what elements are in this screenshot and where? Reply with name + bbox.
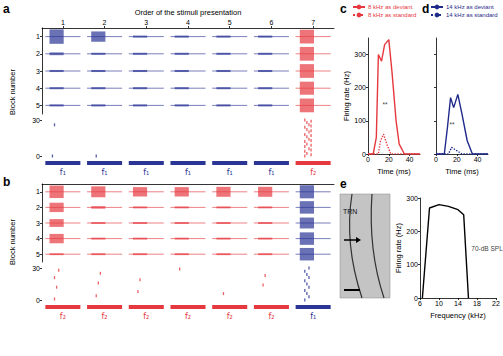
svg-text:40: 40: [406, 156, 414, 163]
svg-text:0: 0: [362, 150, 366, 158]
svg-text:b: b: [3, 175, 10, 189]
svg-text:5: 5: [36, 251, 40, 258]
svg-text:0: 0: [36, 297, 40, 304]
svg-text:2: 2: [36, 50, 40, 57]
svg-text:0: 0: [414, 294, 418, 302]
svg-text:6: 6: [418, 300, 422, 307]
svg-text:20: 20: [453, 156, 461, 163]
svg-text:100: 100: [354, 117, 366, 124]
svg-text:300: 300: [354, 51, 366, 58]
svg-text:f₁: f₁: [102, 168, 108, 177]
svg-text:3: 3: [36, 68, 40, 75]
svg-text:f₂: f₂: [310, 168, 316, 177]
svg-text:14 kHz as deviant: 14 kHz as deviant: [446, 4, 494, 10]
svg-text:Block number: Block number: [8, 219, 17, 265]
svg-text:f₁: f₁: [227, 168, 233, 177]
svg-text:f₂: f₂: [143, 312, 149, 321]
svg-text:4: 4: [186, 19, 190, 26]
svg-text:22: 22: [492, 300, 500, 307]
svg-text:1: 1: [36, 33, 40, 40]
svg-text:**: **: [449, 121, 455, 128]
svg-text:8 kHz as standard: 8 kHz as standard: [368, 12, 416, 18]
svg-text:200: 200: [354, 84, 366, 91]
svg-text:3: 3: [144, 19, 148, 26]
svg-text:f₂: f₂: [102, 312, 108, 321]
svg-text:4: 4: [36, 85, 40, 92]
svg-text:200: 200: [406, 228, 418, 235]
svg-text:20: 20: [385, 156, 393, 163]
svg-text:a: a: [3, 2, 10, 16]
svg-text:Firing rate (Hz): Firing rate (Hz): [394, 222, 403, 273]
svg-text:f₁: f₁: [310, 312, 316, 321]
svg-text:3: 3: [36, 220, 40, 227]
svg-text:1: 1: [61, 19, 65, 26]
svg-text:7: 7: [311, 19, 315, 26]
svg-text:5: 5: [36, 102, 40, 109]
svg-text:Firing rate (Hz): Firing rate (Hz): [342, 70, 351, 121]
svg-text:f₂: f₂: [185, 312, 191, 321]
svg-text:**: **: [383, 101, 389, 108]
svg-text:Frequency (kHz): Frequency (kHz): [430, 311, 486, 320]
svg-text:0: 0: [434, 156, 438, 163]
svg-text:TRN: TRN: [343, 208, 357, 215]
svg-text:5: 5: [228, 19, 232, 26]
svg-text:f₂: f₂: [227, 312, 233, 321]
svg-text:100: 100: [406, 261, 418, 268]
svg-text:f₁: f₁: [185, 168, 191, 177]
svg-text:2: 2: [36, 204, 40, 211]
svg-text:300: 300: [406, 195, 418, 202]
svg-text:6: 6: [269, 19, 273, 26]
svg-text:d: d: [422, 2, 429, 16]
svg-text:Time (ms): Time (ms): [445, 167, 479, 176]
svg-text:f₂: f₂: [268, 312, 274, 321]
svg-text:f₁: f₁: [268, 168, 274, 177]
svg-text:4: 4: [36, 235, 40, 242]
svg-text:70-dB SPL: 70-dB SPL: [471, 245, 503, 252]
svg-text:10: 10: [435, 300, 443, 307]
svg-text:Block number: Block number: [8, 69, 17, 115]
svg-text:14 kHz as standard: 14 kHz as standard: [446, 12, 498, 18]
svg-text:e: e: [340, 177, 347, 191]
svg-text:0: 0: [36, 153, 40, 160]
svg-text:Time (ms): Time (ms): [377, 167, 411, 176]
svg-text:18: 18: [473, 300, 481, 307]
svg-text:f₁: f₁: [143, 168, 149, 177]
svg-text:c: c: [340, 2, 347, 16]
svg-text:14: 14: [454, 300, 462, 307]
svg-text:Order of the stimuli presentat: Order of the stimuli presentation: [135, 8, 242, 17]
svg-text:30: 30: [32, 265, 40, 272]
svg-text:30: 30: [32, 117, 40, 124]
svg-text:2: 2: [103, 19, 107, 26]
svg-text:0: 0: [366, 156, 370, 163]
svg-text:f₂: f₂: [60, 312, 66, 321]
svg-text:8 kHz as deviant: 8 kHz as deviant: [368, 4, 413, 10]
svg-text:40: 40: [474, 156, 482, 163]
svg-text:1: 1: [36, 188, 40, 195]
svg-text:f₁: f₁: [60, 168, 66, 177]
